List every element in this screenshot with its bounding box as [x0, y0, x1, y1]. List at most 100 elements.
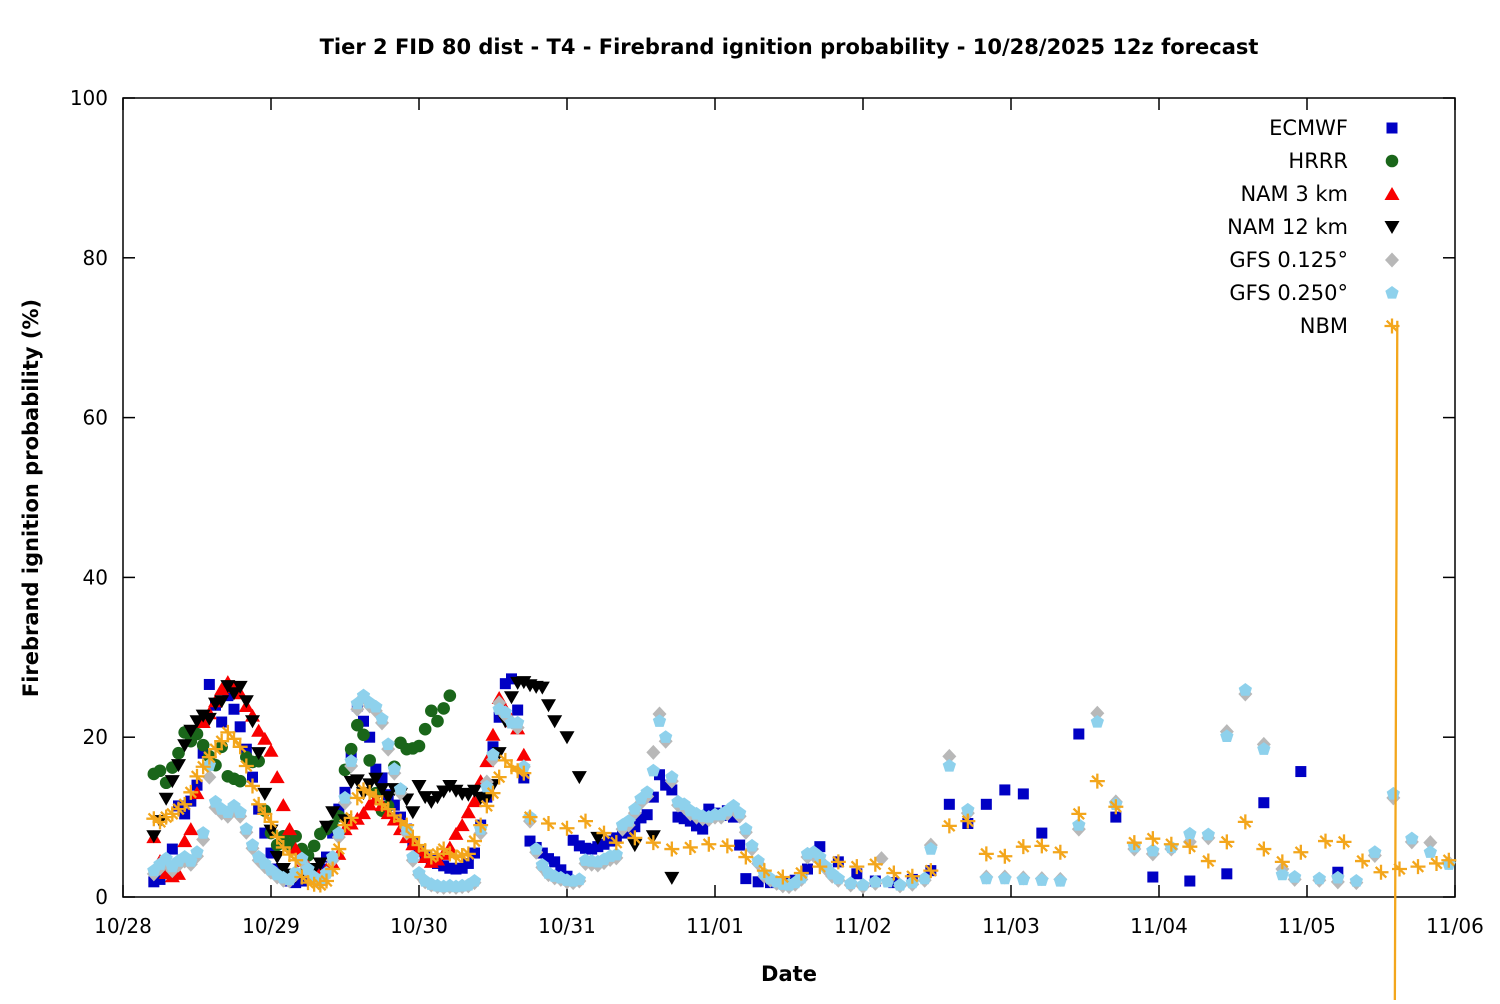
data-point-ecmwf: [1221, 868, 1233, 880]
data-point-gfs0250: [1016, 872, 1030, 886]
chart-title: Tier 2 FID 80 dist - T4 - Firebrand igni…: [319, 35, 1259, 59]
data-point-ecmwf: [734, 839, 746, 851]
data-point-nbm: [1274, 854, 1290, 870]
data-point-gfs0250: [412, 866, 426, 879]
data-point-nbm: [1410, 859, 1426, 875]
data-point-nam3km: [460, 805, 476, 819]
data-point-nbm: [1318, 833, 1333, 849]
data-point-gfs0250: [1368, 845, 1382, 858]
data-point-nam12km: [312, 857, 328, 871]
data-point-nbm: [596, 825, 612, 841]
x-axis-label: Date: [761, 962, 817, 986]
data-point-nbm: [257, 806, 273, 822]
data-point-ecmwf: [678, 813, 690, 825]
data-point-nbm: [1373, 864, 1389, 880]
data-point-gfs0125: [942, 748, 957, 764]
data-point-ecmwf: [234, 721, 246, 733]
data-point-ecmwf: [604, 835, 616, 847]
legend-marker-icon: [1384, 318, 1400, 1004]
data-point-gfs0125: [646, 744, 661, 760]
data-point-ecmwf: [573, 840, 585, 852]
data-point-gfs0250: [1053, 874, 1067, 887]
data-point-nbm: [238, 758, 254, 774]
data-point-ecmwf: [228, 703, 240, 715]
data-point-ecmwf: [450, 863, 462, 875]
data-point-nam3km: [448, 826, 464, 840]
data-point-ecmwf: [567, 834, 579, 846]
data-point-gfs0250: [751, 854, 765, 867]
data-point-ecmwf: [1110, 811, 1122, 823]
data-point-gfs0250: [979, 871, 993, 885]
data-point-gfs0250: [609, 847, 623, 861]
legend-marker-icon: [1385, 154, 1399, 168]
data-point-nbm: [886, 865, 902, 881]
data-point-nbm: [343, 810, 359, 826]
data-point-ecmwf: [185, 795, 197, 807]
data-point-gfs0250: [844, 876, 858, 890]
data-point-ecmwf: [154, 873, 166, 885]
data-point-hrrr: [431, 714, 444, 728]
data-point-gfs0250: [831, 871, 845, 885]
data-point-gfs0250: [665, 770, 679, 783]
data-point-gfs0250: [1257, 742, 1271, 755]
data-point-hrrr: [425, 704, 438, 718]
data-point-hrrr: [357, 728, 370, 742]
data-point-ecmwf: [1295, 766, 1307, 778]
data-point-gfs0250: [196, 826, 210, 839]
data-point-nbm: [263, 814, 279, 830]
data-point-nbm: [978, 846, 994, 862]
data-point-gfs0250: [856, 878, 870, 891]
data-point-nam12km: [504, 691, 519, 705]
data-point-nbm: [368, 788, 384, 804]
data-point-hrrr: [307, 839, 321, 853]
data-point-nbm: [1355, 853, 1370, 869]
data-point-nbm: [325, 861, 341, 877]
legend-item-nam-12-km: NAM 12 km: [1227, 215, 1400, 239]
data-point-nbm: [1256, 841, 1272, 857]
data-point-nbm: [1108, 799, 1124, 815]
legend-item-ecmwf: ECMWF: [1269, 116, 1398, 140]
data-point-ecmwf: [333, 803, 345, 815]
y-tick-label: 80: [83, 246, 108, 270]
data-point-gfs0250: [893, 878, 907, 891]
data-point-nbm: [756, 863, 772, 879]
data-point-nbm: [226, 731, 242, 747]
data-point-nbm: [251, 796, 267, 812]
data-point-gfs0250: [467, 874, 482, 887]
data-point-nam12km: [158, 792, 174, 806]
data-point-gfs0250: [868, 874, 882, 888]
data-point-nam12km: [232, 680, 248, 694]
data-point-ecmwf: [580, 842, 591, 854]
data-point-hrrr: [351, 718, 364, 732]
data-point-nam3km: [263, 743, 279, 757]
data-point-ecmwf: [438, 860, 450, 872]
data-point-nbm: [1145, 831, 1161, 847]
data-point-nam12km: [201, 712, 217, 726]
data-point-nam12km: [534, 681, 550, 695]
data-point-nbm: [473, 817, 489, 833]
data-point-gfs0250: [233, 805, 247, 818]
data-point-nbm: [423, 849, 439, 865]
data-point-hrrr: [363, 754, 376, 767]
y-axis-ticks: 0 20 40 60 80 100: [70, 86, 1455, 909]
data-point-nbm: [485, 785, 501, 801]
data-point-nbm: [541, 815, 556, 831]
data-point-nam12km: [238, 695, 254, 709]
data-point-nbm: [793, 865, 809, 881]
data-point-nam3km: [269, 770, 285, 784]
data-point-gfs0250: [375, 711, 389, 725]
data-point-gfs0250: [739, 822, 753, 835]
x-axis-ticks: 10/28 10/29 10/30 10/31 11/01 11/02 11/03 11/04…: [94, 98, 1484, 938]
data-point-nbm: [288, 852, 304, 868]
x-tick-label: 11/01: [686, 914, 744, 938]
y-tick-label: 100: [70, 86, 108, 110]
data-point-gfs0250: [159, 851, 173, 865]
data-point-nbm: [1163, 836, 1179, 852]
data-point-gfs0250: [1201, 827, 1215, 841]
legend-label: GFS 0.250°: [1229, 281, 1348, 305]
data-point-nam12km: [571, 771, 587, 785]
data-point-gfs0250: [1275, 867, 1289, 881]
data-point-ecmwf: [598, 838, 610, 850]
x-tick-label: 10/29: [242, 914, 300, 938]
x-tick-label: 11/03: [982, 914, 1040, 938]
